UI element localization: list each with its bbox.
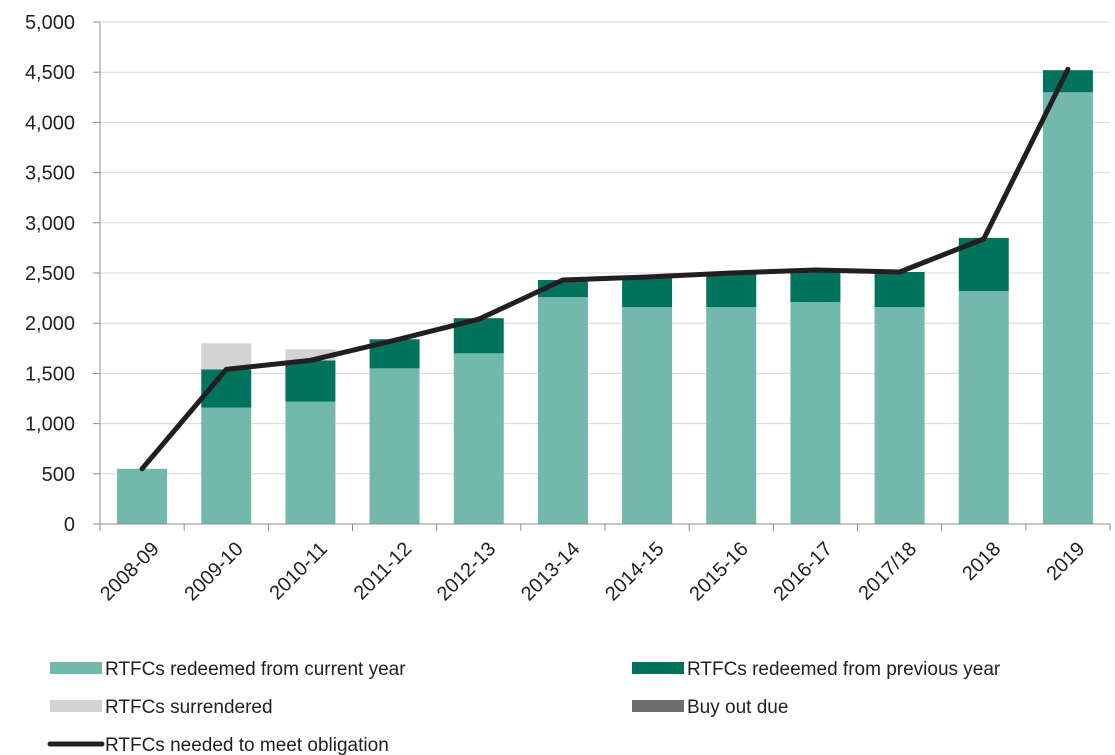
obligation-line [139, 66, 1071, 472]
y-tick-label: 3,500 [25, 163, 75, 185]
legend-label: RTFCs surrendered [105, 697, 273, 718]
x-tick-label: 2017/18 [854, 538, 921, 605]
bar-segment [874, 307, 925, 524]
bar-segment [117, 468, 168, 524]
x-tick-label: 2014-15 [601, 538, 668, 605]
bar-segment [285, 401, 336, 524]
x-tick-label: 2011-12 [350, 538, 416, 604]
x-tick-label: 2009-10 [180, 538, 247, 605]
legend-label: RTFCs redeemed from previous year [687, 659, 1001, 680]
bar-segment [1042, 70, 1093, 93]
bar-segment [874, 271, 925, 308]
bar-segment [201, 407, 252, 524]
legend-label: RTFCs redeemed from current year [105, 659, 406, 680]
bar-segment [201, 343, 252, 370]
bar-segment [622, 277, 673, 308]
x-tick-label: 2008-09 [96, 538, 163, 605]
grid-layer [100, 21, 1110, 475]
x-tick-label: 2019 [1042, 538, 1089, 585]
bar-segment [958, 291, 1009, 524]
bar-segment [1042, 92, 1093, 524]
legend-swatch [50, 662, 102, 674]
bar-segment [285, 349, 336, 361]
y-tick-label: 4,500 [25, 62, 75, 84]
y-tick-label: 0 [64, 514, 75, 536]
bar-segment [790, 270, 841, 303]
bar-segment [706, 307, 757, 524]
legend-swatch [632, 700, 684, 712]
x-tick-label: 2012-13 [433, 538, 500, 605]
legend-label: RTFCs needed to meet obligation [105, 735, 389, 755]
y-tick-label: 2,500 [25, 263, 75, 285]
bar-segment [622, 307, 673, 524]
x-tick-label: 2018 [958, 538, 1005, 585]
bar-segment [453, 353, 504, 524]
legend-swatch [632, 662, 684, 674]
y-tick-label: 4,000 [25, 112, 75, 134]
x-tick-label: 2013-14 [517, 538, 584, 605]
y-tick-label: 1,500 [25, 363, 75, 385]
bar-segment [790, 302, 841, 524]
bar-segment [285, 360, 336, 402]
x-tick-label: 2010-11 [266, 538, 332, 604]
y-tick-label: 2,000 [25, 313, 75, 335]
x-tick-label: 2015-16 [685, 538, 752, 605]
line-layer [139, 66, 1071, 472]
legend: RTFCs redeemed from current year RTFCs re… [47, 659, 1001, 755]
y-tick-label: 3,000 [25, 213, 75, 235]
x-tick-label: 2016-17 [769, 538, 836, 605]
bar-segment [706, 274, 757, 308]
y-tick-label: 500 [42, 464, 75, 486]
legend-swatch [50, 700, 102, 712]
bar-layer [117, 70, 1093, 524]
legend-label: Buy out due [687, 697, 788, 718]
bar-segment [369, 368, 420, 524]
y-tick-label: 1,000 [25, 414, 75, 436]
y-tick-label: 5,000 [25, 12, 75, 34]
bar-segment [537, 297, 588, 524]
